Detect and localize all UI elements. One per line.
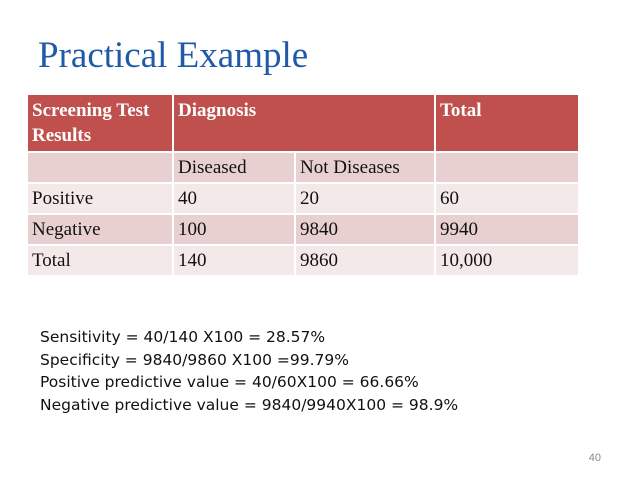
table-cell: Total — [28, 244, 174, 275]
table-cell: 9840 — [295, 213, 436, 245]
specificity-note: Specificity = 9840/9860 X100 =99.79% — [40, 350, 349, 369]
npv-note: Negative predictive value = 9840/9940X10… — [40, 395, 459, 414]
table-header-row: Screening Test Results Diagnosis Total — [28, 95, 578, 152]
table-row: Positive 40 20 60 — [28, 182, 578, 214]
calculation-notes: Sensitivity = 40/140 X100 = 28.57% Speci… — [40, 326, 458, 416]
table-cell — [435, 151, 578, 183]
ppv-note: Positive predictive value = 40/60X100 = … — [40, 373, 419, 391]
table-cell: 60 — [435, 182, 578, 214]
header-total: Total — [435, 95, 578, 152]
sensitivity-note: Sensitivity = 40/140 X100 = 28.57% — [40, 328, 326, 346]
table-cell: 10,000 — [435, 244, 578, 275]
table-row: Total 140 9860 10,000 — [28, 244, 578, 275]
table-cell: Negative — [28, 213, 174, 245]
table-cell: Positive — [28, 182, 174, 214]
table-row: Negative 100 9840 9940 — [28, 213, 578, 245]
header-diagnosis: Diagnosis — [173, 95, 436, 152]
table-subheader-row: Diseased Not Diseases — [28, 151, 578, 183]
table-cell — [28, 151, 174, 183]
table-cell: 140 — [173, 244, 296, 275]
table-cell: 20 — [295, 182, 436, 214]
screening-table: Screening Test Results Diagnosis Total D… — [28, 95, 578, 275]
subheader-diseased: Diseased — [173, 151, 296, 183]
slide-title: Practical Example — [38, 35, 309, 76]
table-cell: 100 — [173, 213, 296, 245]
table-cell: 40 — [173, 182, 296, 214]
page-number: 40 — [588, 452, 601, 464]
subheader-not-diseases: Not Diseases — [295, 151, 436, 183]
table-cell: 9940 — [435, 213, 578, 245]
table-cell: 9860 — [295, 244, 436, 275]
header-screening: Screening Test Results — [28, 95, 174, 152]
